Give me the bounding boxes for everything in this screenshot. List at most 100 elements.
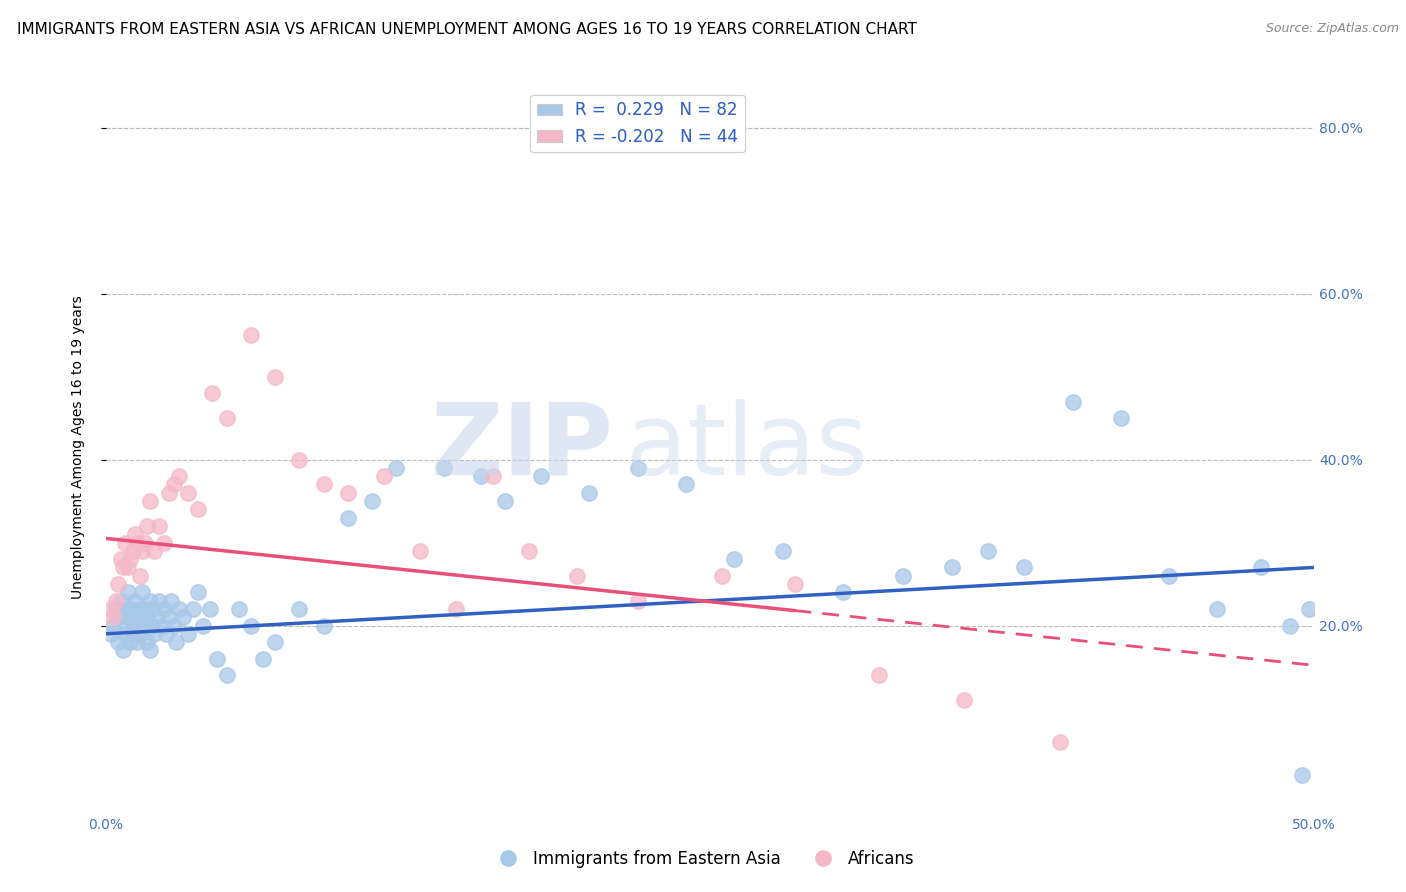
Point (155, 627, 177, 641)
Point (138, 494, 160, 508)
Point (111, 602, 134, 616)
Point (100, 627, 122, 641)
Text: IMMIGRANTS FROM EASTERN ASIA VS AFRICAN UNEMPLOYMENT AMONG AGES 16 TO 19 YEARS C: IMMIGRANTS FROM EASTERN ASIA VS AFRICAN … (17, 22, 917, 37)
Point (627, 461, 650, 475)
Point (131, 544, 153, 558)
Point (163, 477, 186, 491)
Point (117, 610, 139, 624)
Point (148, 593, 170, 607)
Point (1159, 568, 1181, 582)
Point (1298, 602, 1320, 616)
Point (141, 602, 163, 616)
Point (117, 560, 139, 574)
Point (252, 651, 274, 665)
Point (578, 485, 600, 500)
Point (711, 568, 734, 582)
Point (134, 535, 156, 549)
Point (446, 602, 468, 616)
Point (104, 593, 127, 607)
Point (129, 602, 152, 616)
Point (111, 643, 134, 657)
Point (336, 510, 359, 524)
Point (124, 610, 146, 624)
Point (177, 485, 200, 500)
Point (104, 602, 127, 616)
Point (163, 618, 186, 632)
Point (134, 618, 156, 632)
Text: atlas: atlas (626, 399, 868, 496)
Legend: Immigrants from Eastern Asia, Africans: Immigrants from Eastern Asia, Africans (485, 844, 921, 875)
Point (470, 469, 492, 483)
Point (191, 618, 214, 632)
Point (215, 668, 238, 682)
Point (264, 635, 287, 649)
Point (131, 610, 153, 624)
Point (124, 527, 146, 541)
Point (110, 593, 132, 607)
Point (336, 485, 359, 500)
Text: ZIP: ZIP (430, 399, 613, 496)
Point (127, 618, 149, 632)
Point (772, 544, 794, 558)
Point (1062, 394, 1084, 409)
Point (177, 627, 200, 641)
Point (481, 469, 503, 483)
Point (120, 635, 142, 649)
Point (114, 627, 136, 641)
Point (100, 602, 122, 616)
Point (107, 577, 129, 591)
Point (205, 651, 228, 665)
Point (868, 668, 890, 682)
Point (783, 577, 806, 591)
Point (517, 544, 540, 558)
Point (198, 602, 221, 616)
Text: Source: ZipAtlas.com: Source: ZipAtlas.com (1265, 22, 1399, 36)
Point (567, 568, 589, 582)
Point (107, 635, 129, 649)
Point (1049, 734, 1071, 748)
Point (494, 494, 516, 508)
Point (103, 610, 125, 624)
Point (153, 535, 176, 549)
Point (240, 618, 263, 632)
Point (893, 568, 915, 582)
Point (146, 610, 169, 624)
Point (107, 610, 129, 624)
Point (215, 411, 238, 425)
Point (136, 519, 159, 533)
Point (136, 635, 159, 649)
Point (124, 593, 146, 607)
Point (172, 610, 194, 624)
Point (530, 469, 553, 483)
Point (1109, 411, 1132, 425)
Point (373, 469, 395, 483)
Point (121, 544, 143, 558)
Point (141, 618, 163, 632)
Point (941, 560, 963, 574)
Point (103, 618, 125, 632)
Point (153, 602, 176, 616)
Point (134, 602, 156, 616)
Point (360, 494, 382, 508)
Point (160, 593, 183, 607)
Point (136, 610, 159, 624)
Point (167, 469, 190, 483)
Point (201, 386, 224, 401)
Point (150, 618, 173, 632)
Point (1250, 560, 1272, 574)
Point (1291, 768, 1313, 782)
Point (312, 477, 335, 491)
Point (127, 635, 149, 649)
Point (138, 593, 160, 607)
Point (121, 627, 143, 641)
Point (120, 602, 142, 616)
Point (127, 535, 149, 549)
Point (675, 477, 697, 491)
Point (187, 502, 209, 516)
Point (143, 544, 166, 558)
Point (157, 485, 180, 500)
Point (157, 610, 180, 624)
Point (409, 544, 432, 558)
Point (165, 635, 187, 649)
Point (114, 535, 136, 549)
